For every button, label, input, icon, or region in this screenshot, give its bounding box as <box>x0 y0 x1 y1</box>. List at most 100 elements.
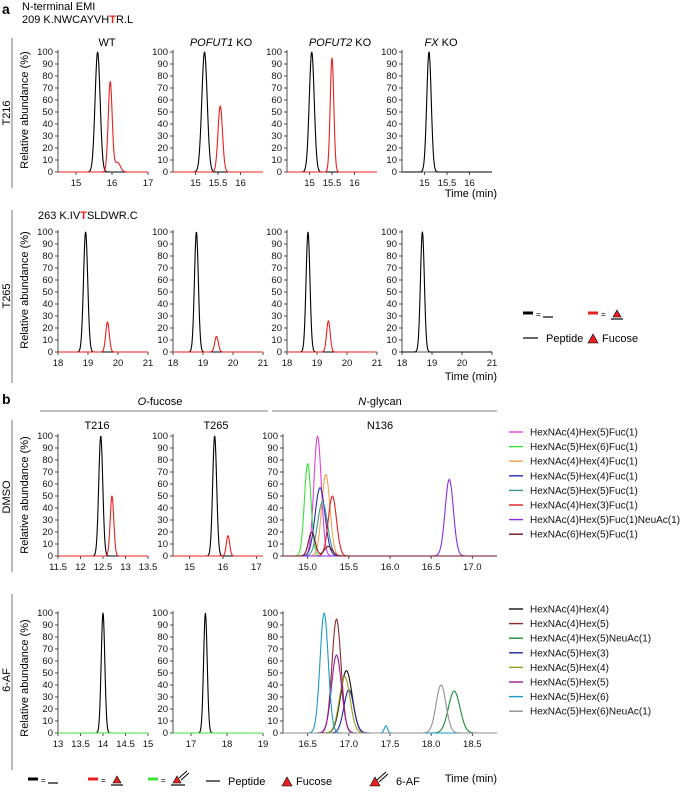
b-row-label-dmso: DMSO <box>1 480 13 513</box>
chart-dmso-t216-x-tick-label: 12 <box>75 562 86 573</box>
chart-t216-pofut1-ko-x-tick-label: 15 <box>190 178 201 189</box>
a-col-title-pofut1: POFUT1 KO <box>190 37 253 49</box>
chart-dmso-n136-y-tick-label: 50 <box>267 491 278 502</box>
chart-6-af-t216-series-peptide <box>57 612 149 734</box>
chart-t216-fx-ko-x-tick-label: 15.5 <box>438 178 457 189</box>
chart-6-af-n136-y-tick-label: 20 <box>267 704 278 715</box>
legend-a: = = Peptide Fucose <box>523 309 638 345</box>
chart-t265-wt-y-tick-label: 0 <box>48 347 53 358</box>
chart-6-af-n136-y-tick-label: 60 <box>267 656 278 667</box>
b-col-title-n136: N136 <box>367 420 393 432</box>
a-t265-xlabel: Time (min) <box>445 371 497 383</box>
chart-6-af-t216-y-tick-label: 40 <box>42 680 53 691</box>
chart-6-af-n136-x-tick-label: 18.0 <box>422 739 441 750</box>
chart-6-af-t265-y-tick-label: 40 <box>157 680 168 691</box>
a-header: N-terminal EMI <box>22 1 95 13</box>
legend-b-fucose-on-peptide-icon <box>112 775 122 784</box>
b-col-title-t216: T216 <box>84 420 109 432</box>
chart-dmso-n136-x-tick-label: 15.5 <box>340 562 359 573</box>
chart-dmso-t216-y-tick-label: 0 <box>48 551 53 562</box>
chart-t265-wt-y-tick-label: 10 <box>42 335 53 346</box>
chart-dmso-n136-x-tick-label: 16.0 <box>381 562 400 573</box>
chart-t216-pofut2-ko-y-tick-label: 50 <box>271 107 282 118</box>
chart-t216-pofut1-ko-y-tick-label: 60 <box>157 95 168 106</box>
chart-t216-pofut1-ko-series-fucose <box>172 105 264 173</box>
chart-t265-wt-x-tick-label: 18 <box>53 358 64 369</box>
chart-dmso-t265-y-tick-label: 0 <box>163 551 168 562</box>
chart-t216-fx-ko-y-tick-label: 10 <box>386 155 397 166</box>
panel-b-label: b <box>2 391 11 407</box>
chart-6-af-n136-y-tick-label: 40 <box>267 680 278 691</box>
chart-dmso-t265-y-tick-label: 30 <box>157 515 168 526</box>
chart-t265-pofut1-ko-series-fucose <box>172 335 264 353</box>
chart-t265-pofut1-ko-y-tick-label: 0 <box>163 347 168 358</box>
legend-b-6af-on-peptide-icon <box>172 775 182 784</box>
chart-t265-pofut1-ko-y-tick-label: 70 <box>157 263 168 274</box>
chart-6-af-n136-y-tick-label: 90 <box>267 620 278 631</box>
chart-dmso-n136-y-tick-label: 60 <box>267 479 278 490</box>
chart-6-af-t265-y-tick-label: 60 <box>157 656 168 667</box>
chart-6-af-n136-y-tick-label: 30 <box>267 692 278 703</box>
chart-t265-pofut2-ko-series-peptide <box>286 231 378 353</box>
chart-t265-pofut1-ko-x-tick-label: 18 <box>168 358 179 369</box>
chart-t265-pofut2-ko-y-tick-label: 30 <box>271 311 282 322</box>
chart-dmso-t216-y-tick-label: 20 <box>42 527 53 538</box>
chart-t216-wt-y-tick-label: 40 <box>42 119 53 130</box>
chart-t216-fx-ko-y-tick-label: 80 <box>386 71 397 82</box>
chart-t265-wt-y-tick-label: 80 <box>42 251 53 262</box>
chart-6-af-t216-y-tick-label: 0 <box>48 728 53 739</box>
chart-t216-pofut1-ko-x-tick-label: 16 <box>235 178 246 189</box>
chart-6-af-t216-y-tick-label: 80 <box>42 632 53 643</box>
chart-dmso-n136-y-tick-label: 0 <box>273 551 278 562</box>
chart-6-af-t265-y-tick-label: 30 <box>157 692 168 703</box>
chart-t265-pofut1-ko-x-tick-label: 19 <box>198 358 209 369</box>
chart-6-af-t216-x-tick-label: 13.5 <box>71 739 90 750</box>
chart-6-af-t216-y-tick-label: 20 <box>42 704 53 715</box>
chart-6-af-n136-legend-label-hexnac-5-hex-6-neuac-1: HexNAc(5)Hex(6)NeuAc(1) <box>530 707 651 718</box>
legend-a-peptide-label: Peptide <box>546 333 583 345</box>
chart-t265-fx-ko-y-tick-label: 90 <box>386 239 397 250</box>
legend-a-fucose-icon <box>587 333 599 344</box>
chart-dmso-n136-y-tick-label: 80 <box>267 455 278 466</box>
chart-t216-pofut2-ko-y-tick-label: 30 <box>271 131 282 142</box>
chart-6-af-t216-x-tick-label: 15 <box>143 739 154 750</box>
chart-dmso-t265-y-tick-label: 80 <box>157 455 168 466</box>
chart-6-af-n136-series-hexnac-4-hex-5-neuac-1 <box>283 690 497 734</box>
chart-6-af-n136-y-tick-label: 100 <box>262 608 278 619</box>
chart-6-af-t216-x-tick-label: 14.5 <box>116 739 135 750</box>
chart-t265-pofut2-ko-x-tick-label: 18 <box>282 358 293 369</box>
chart-t216-wt-y-tick-label: 80 <box>42 71 53 82</box>
legend-b-fucose-label: Fucose <box>296 776 332 788</box>
a-t216-ylabel: Relative abundance (%) <box>19 51 31 168</box>
chart-t265-fx-ko-y-tick-label: 80 <box>386 251 397 262</box>
chart-t216-pofut2-ko-y-tick-label: 90 <box>271 59 282 70</box>
b-group-n-glycan: N-glycan <box>358 396 401 408</box>
legend-a-fucose-on-peptide-icon <box>612 309 622 318</box>
chart-t216-wt-y-tick-label: 70 <box>42 83 53 94</box>
chart-t265-pofut1-ko-y-tick-label: 60 <box>157 275 168 286</box>
chart-t216-wt-y-tick-label: 90 <box>42 59 53 70</box>
chart-dmso-t265-y-tick-label: 100 <box>152 431 168 442</box>
chart-t216-wt-y-tick-label: 30 <box>42 131 53 142</box>
chart-6-af-t265-x-tick-label: 18 <box>222 739 233 750</box>
chart-t265-fx-ko-x-tick-label: 18 <box>397 358 408 369</box>
chart-t216-pofut1-ko-series-peptide <box>172 51 264 173</box>
chart-dmso-t216-y-tick-label: 90 <box>42 443 53 454</box>
chart-6-af-n136-x-tick-label: 18.5 <box>463 739 482 750</box>
chart-t216-fx-ko-x-tick-label: 15 <box>419 178 430 189</box>
chart-6-af-t265-y-tick-label: 90 <box>157 620 168 631</box>
a-col-title-wt: WT <box>98 37 115 49</box>
chart-6-af-t216-y-tick-label: 90 <box>42 620 53 631</box>
chart-dmso-t265-x-tick-label: 15 <box>184 562 195 573</box>
chart-t265-pofut2-ko-x-tick-label: 19 <box>312 358 323 369</box>
chart-t216-pofut2-ko-y-tick-label: 20 <box>271 143 282 154</box>
chart-dmso-n136-legend-label-hexnac-5-hex-5-fuc-1: HexNAc(5)Hex(5)Fuc(1) <box>530 486 638 497</box>
legend-b-peptide-label: Peptide <box>228 776 265 788</box>
chart-dmso-t265-series-peptide <box>172 435 264 557</box>
chart-6-af-t216-y-tick-label: 70 <box>42 644 53 655</box>
chart-t216-pofut1-ko-y-tick-label: 30 <box>157 131 168 142</box>
chart-6-af-n136-y-tick-label: 0 <box>273 728 278 739</box>
